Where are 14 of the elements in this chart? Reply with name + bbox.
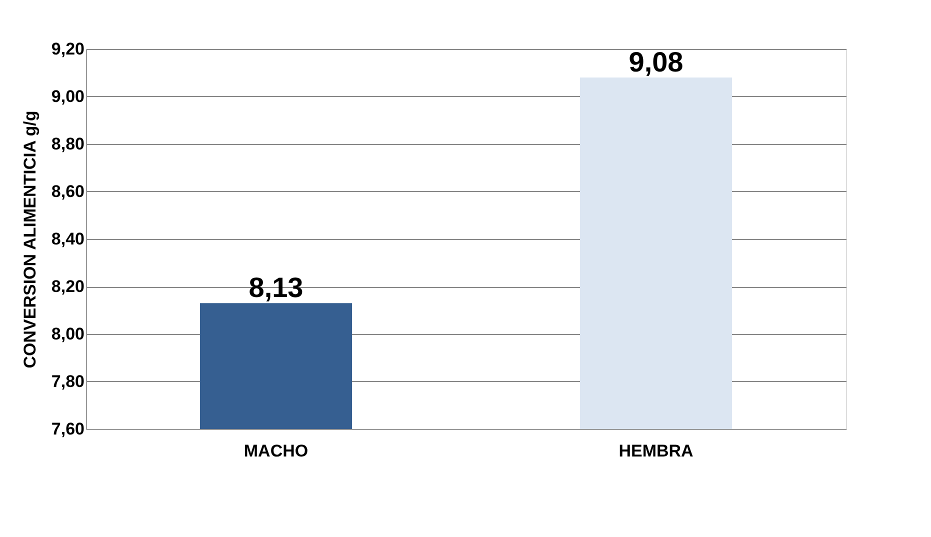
y-axis-title: CONVERSION ALIMENTICIA g/g [20, 110, 40, 368]
y-tick-label: 8,00 [51, 324, 84, 344]
data-label: 9,08 [628, 46, 684, 78]
x-tick-label: HEMBRA [618, 442, 694, 460]
y-tick-label: 8,40 [51, 230, 84, 248]
y-tick-label: 9,20 [51, 40, 84, 58]
y-tick-label: 9,00 [51, 87, 84, 106]
x-tick-label: MACHO [244, 442, 308, 460]
data-label: 8,13 [248, 272, 304, 304]
y-tick-label: 7,60 [51, 420, 84, 438]
y-tick-label: 8,20 [51, 277, 84, 296]
y-tick-label: 8,80 [51, 134, 84, 154]
y-tick-label: 7,80 [51, 372, 84, 391]
y-tick-label: 8,60 [51, 182, 84, 201]
